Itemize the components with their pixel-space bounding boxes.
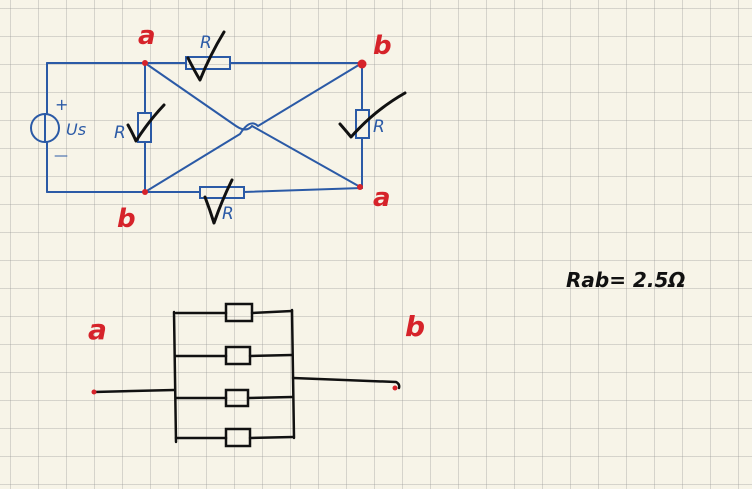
branch-wire-right: [248, 435, 295, 440]
resistor-right-label: R: [373, 117, 385, 137]
terminal-dot-b: [392, 385, 398, 391]
node-dot-bottom-right: [357, 184, 363, 190]
branch-wire-right: [248, 353, 294, 358]
branch-wire-right: [246, 395, 294, 400]
resistor-bottom: [199, 186, 245, 199]
parallel-resistor: [224, 345, 252, 366]
top-circuit-nodes: [142, 59, 367, 195]
terminal-dot-a: [91, 389, 97, 395]
parallel-branch: [174, 302, 294, 323]
parallel-resistor: [224, 302, 254, 323]
check-mark-bottom-icon: [203, 178, 234, 225]
node-label-bottom-left: b: [117, 204, 136, 234]
node-dot-top-left: [142, 60, 148, 66]
node-label-top-left: a: [138, 21, 156, 51]
terminal-label-b: b: [405, 310, 425, 343]
source-minus-sign: —: [54, 148, 68, 164]
parallel-branch: [174, 345, 294, 366]
node-dot-top-right: [357, 59, 367, 69]
check-mark-left-icon: [126, 103, 166, 143]
check-mark-right-icon: [338, 91, 407, 139]
resistor-top-label: R: [200, 33, 212, 53]
diagonal-wire-b-to-b: [144, 62, 363, 193]
result-rab: Rab= 2.5Ω: [566, 268, 685, 292]
bottom-circuit: [92, 302, 401, 448]
top-circuit: [30, 56, 370, 199]
lead-right: [291, 376, 401, 390]
resistor-left-label: R: [114, 123, 126, 143]
resistor-bottom-label: R: [222, 204, 234, 224]
node-label-top-right: b: [373, 31, 392, 61]
bus-left: [172, 310, 178, 444]
node-dot-bottom-left: [142, 189, 148, 195]
bus-right: [290, 308, 296, 440]
lead-left: [92, 388, 176, 394]
terminal-label-a: a: [88, 313, 107, 346]
check-marks: [126, 30, 407, 225]
parallel-branch: [174, 388, 294, 408]
source-plus-sign: +: [55, 95, 68, 114]
parallel-resistor: [224, 427, 252, 448]
check-mark-top-icon: [186, 30, 226, 82]
source-label: Us: [66, 120, 86, 139]
diagonal-wire-a-to-a: [144, 62, 363, 189]
branch-wire-right: [250, 309, 294, 315]
wire-bottom-right: [243, 187, 363, 193]
node-label-bottom-right: a: [373, 183, 391, 213]
parallel-resistor: [224, 388, 250, 408]
parallel-branch: [174, 427, 295, 448]
